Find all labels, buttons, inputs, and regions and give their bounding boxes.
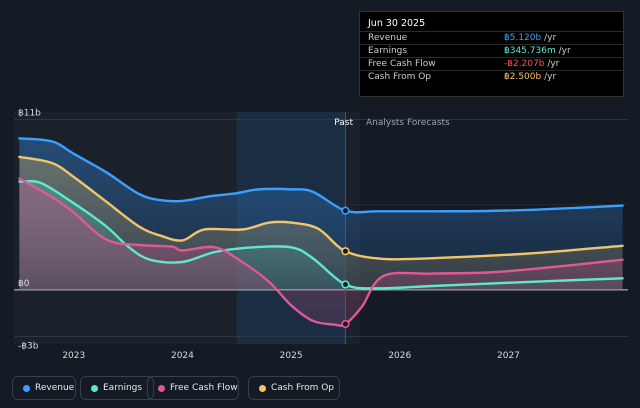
- past-label: Past: [334, 118, 353, 128]
- tooltip-value-number: -฿2.207b: [504, 59, 545, 69]
- free-cash-flow-line: [18, 177, 624, 327]
- tooltip-label: Revenue: [368, 33, 408, 43]
- tooltip-label: Earnings: [368, 46, 408, 56]
- tooltip-value-number: ฿345.736m: [504, 46, 556, 56]
- tooltip-value-unit: /yr: [544, 33, 557, 43]
- x-tick-label: 2025: [280, 351, 303, 361]
- tooltip-value: ฿345.736m /yr: [504, 46, 571, 56]
- tooltip-value-unit: /yr: [558, 46, 571, 56]
- cash-from-op-marker: [341, 247, 350, 256]
- earnings-dot-icon: [91, 385, 98, 392]
- tooltip: Jun 30 2025 Revenue ฿5.120b /yr Earnings…: [359, 11, 624, 97]
- forecast-label: Analysts Forecasts: [366, 118, 450, 128]
- revenue-line: [18, 137, 624, 214]
- tooltip-value-unit: /yr: [547, 59, 560, 69]
- x-tick-label: 2023: [62, 351, 85, 361]
- legend-earnings-button[interactable]: Earnings: [80, 376, 154, 400]
- tooltip-row-revenue: Revenue ฿5.120b /yr: [360, 31, 623, 45]
- legend-label: Revenue: [35, 383, 75, 393]
- cash-from-op-line: [18, 155, 624, 261]
- tooltip-value-number: ฿2.500b: [504, 72, 542, 82]
- cash-from-op-dot-icon: [259, 385, 266, 392]
- legend-label: Free Cash Flow: [170, 383, 238, 393]
- revenue-dot-icon: [23, 385, 30, 392]
- free-cash-flow-area: [19, 178, 623, 326]
- tooltip-value: ฿5.120b /yr: [504, 33, 556, 43]
- tooltip-row-free-cash-flow: Free Cash Flow -฿2.207b /yr: [360, 57, 623, 71]
- x-tick-label: 2024: [171, 351, 194, 361]
- free-cash-flow-dot-icon: [158, 385, 165, 392]
- legend-cash-from-op-button[interactable]: Cash From Op: [248, 376, 340, 400]
- legend-label: Cash From Op: [271, 383, 335, 393]
- legend-label: Earnings: [103, 383, 143, 393]
- y-tick-label: ฿11b: [18, 109, 41, 119]
- earnings-line: [18, 179, 624, 290]
- tooltip-value-unit: /yr: [544, 72, 557, 82]
- revenue-marker: [341, 206, 350, 215]
- y-tick-label: -฿3b: [18, 341, 39, 351]
- tooltip-value: -฿2.207b /yr: [504, 59, 559, 69]
- earnings-marker: [341, 280, 350, 289]
- tooltip-label: Cash From Op: [368, 72, 432, 82]
- x-tick-label: 2027: [497, 351, 520, 361]
- tooltip-value: ฿2.500b /yr: [504, 72, 556, 82]
- free-cash-flow-marker: [341, 319, 350, 329]
- tooltip-value-number: ฿5.120b: [504, 33, 542, 43]
- tooltip-row-cash-from-op: Cash From Op ฿2.500b /yr: [360, 70, 623, 84]
- tooltip-date: Jun 30 2025: [368, 18, 426, 29]
- tooltip-label: Free Cash Flow: [368, 59, 436, 69]
- y-tick-label: ฿0: [18, 279, 30, 289]
- legend-revenue-button[interactable]: Revenue: [12, 376, 76, 400]
- x-tick-label: 2026: [388, 351, 411, 361]
- tooltip-row-earnings: Earnings ฿345.736m /yr: [360, 44, 623, 58]
- legend-free-cash-flow-button[interactable]: Free Cash Flow: [147, 376, 239, 400]
